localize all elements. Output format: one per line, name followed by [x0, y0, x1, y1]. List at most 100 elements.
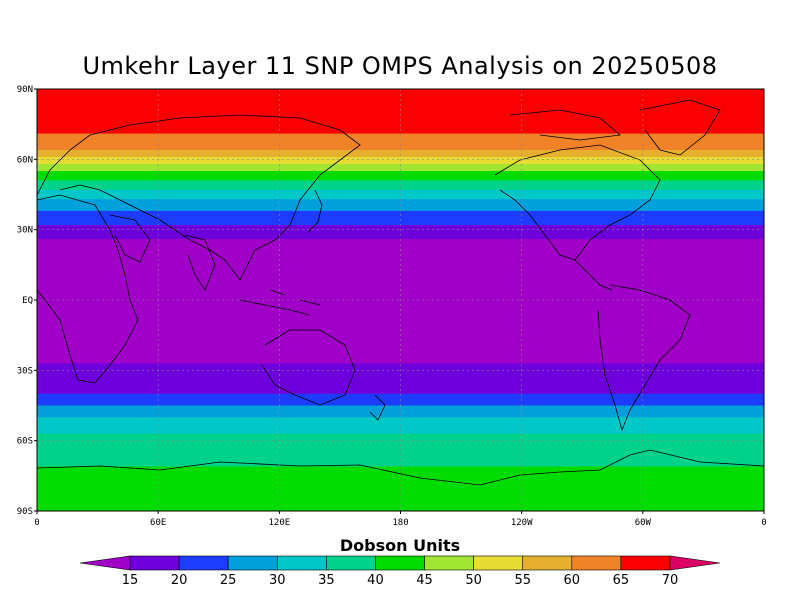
contour-band [37, 377, 764, 381]
contour-band [37, 96, 764, 99]
japan-outline [307, 189, 323, 233]
contour-band [37, 480, 764, 484]
contour-band [37, 419, 764, 423]
colorbar-max-arrow [669, 555, 721, 571]
colorbar-tick-label: 65 [613, 573, 630, 588]
contour-band [37, 156, 764, 160]
contour-band [37, 405, 764, 409]
contour-band [37, 117, 764, 121]
north-america-outline [494, 144, 661, 261]
colorbar-tick-label: 70 [662, 573, 679, 588]
contour-band [37, 365, 764, 369]
contour-band [37, 506, 764, 510]
colorbar-box [473, 555, 524, 571]
colorbar-tick-label: 25 [220, 573, 237, 588]
contour-band [37, 100, 764, 104]
contour-band [37, 335, 764, 339]
contour-band [37, 236, 764, 240]
contour-band [37, 285, 764, 289]
contour-band [37, 232, 764, 235]
contour-band [37, 375, 764, 378]
contour-band [37, 330, 764, 334]
africa-outline [37, 194, 139, 384]
contour-band [37, 494, 764, 498]
colorbar-tick-label: 15 [122, 573, 139, 588]
contour-band [37, 260, 764, 264]
contour-band [37, 379, 764, 383]
contour-band [37, 295, 764, 299]
contour-band [37, 140, 764, 144]
contour-band [37, 316, 764, 320]
colorbar-box [571, 555, 622, 571]
colorbar-box [178, 555, 229, 571]
lat-tick-label: 90S [17, 507, 33, 517]
contour-band [37, 346, 764, 350]
contour-band [37, 135, 764, 139]
contour-band [37, 461, 764, 465]
contour-band [37, 220, 764, 224]
contour-band [37, 267, 764, 271]
lat-tick-label: 30N [17, 226, 33, 236]
contour-band [37, 496, 764, 500]
contour-band [37, 321, 764, 325]
colorbar-box [522, 555, 573, 571]
contour-band [37, 180, 764, 184]
lat-tick-label: 60S [17, 437, 33, 447]
contour-band [37, 396, 764, 400]
lon-tick-label: 0 [761, 518, 766, 528]
contour-band [37, 215, 764, 219]
contour-band [37, 492, 764, 496]
colorbar-tick-label: 60 [564, 573, 581, 588]
contour-band [37, 454, 764, 458]
antarctica-outline [37, 449, 764, 486]
contour-band [37, 410, 764, 414]
contour-band [37, 227, 764, 231]
contour-band [37, 171, 764, 174]
newzealand-outline [369, 394, 386, 421]
contour-band [37, 262, 764, 266]
contour-band [37, 452, 764, 456]
contour-band [37, 224, 764, 228]
lon-tick-label: 60E [150, 518, 166, 528]
contour-band [37, 475, 764, 479]
contour-band [37, 485, 764, 489]
contour-band [37, 501, 764, 505]
contour-band [37, 417, 764, 421]
contour-band [37, 91, 764, 95]
contour-band [37, 360, 764, 364]
colorbar-min-arrow [79, 555, 131, 571]
contour-band [37, 440, 764, 444]
greenland-outline [639, 99, 721, 156]
contour-band [37, 187, 764, 191]
contour-band [37, 489, 764, 493]
colorbar-tick-label: 30 [269, 573, 286, 588]
central-america-outline [574, 259, 613, 291]
contour-band [37, 201, 764, 205]
contour-band [37, 311, 764, 315]
contour-band [37, 400, 764, 404]
colorbar-tick-label: 55 [514, 573, 531, 588]
colorbar-tick-label: 20 [171, 573, 188, 588]
colorbar-box [375, 555, 425, 571]
contour-band [37, 426, 764, 430]
lon-tick-label: 60W [635, 518, 652, 528]
contour-band [37, 391, 764, 395]
lon-tick-label: 120E [268, 518, 290, 528]
lon-tick-label: 120W [511, 518, 533, 528]
contour-band [37, 304, 764, 308]
coastlines [37, 99, 764, 486]
contour-band [37, 445, 764, 449]
contour-band [37, 152, 764, 156]
contour-band [37, 145, 764, 149]
colorbar-tick-label: 40 [367, 573, 384, 588]
lon-tick-label: 0 [34, 518, 39, 528]
contour-band [37, 110, 764, 114]
contour-band [37, 370, 764, 374]
australia-outline [261, 329, 356, 406]
map-title: Umkehr Layer 11 SNP OMPS Analysis on 202… [82, 52, 718, 80]
contour-band [37, 281, 764, 285]
contour-band [37, 250, 764, 254]
lat-tick-label: 90N [17, 85, 33, 95]
contour-band [37, 325, 764, 329]
